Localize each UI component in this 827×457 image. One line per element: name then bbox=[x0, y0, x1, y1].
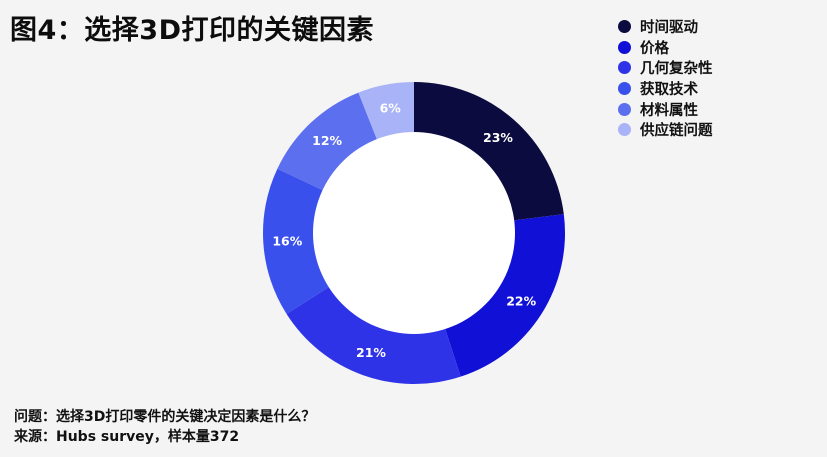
legend-label: 几何复杂性 bbox=[640, 61, 713, 78]
legend: 时间驱动价格几何复杂性获取技术材料属性供应链问题 bbox=[618, 16, 713, 140]
legend-label: 材料属性 bbox=[640, 102, 698, 119]
donut-hole bbox=[313, 132, 515, 334]
legend-label: 价格 bbox=[640, 40, 669, 57]
legend-swatch bbox=[618, 102, 631, 116]
legend-item: 供应链问题 bbox=[618, 119, 713, 140]
slice-labels: 23% 22% 21% 16% 12% 6% bbox=[272, 101, 536, 360]
legend-swatch bbox=[618, 123, 631, 137]
legend-item: 价格 bbox=[618, 37, 713, 58]
legend-label: 时间驱动 bbox=[640, 19, 698, 36]
legend-item: 几何复杂性 bbox=[618, 57, 713, 78]
legend-item: 时间驱动 bbox=[618, 16, 713, 37]
slice-label: 22% bbox=[506, 294, 536, 309]
legend-label: 获取技术 bbox=[640, 81, 698, 98]
data-source: 来源：Hubs survey，样本量372 bbox=[14, 429, 240, 445]
footer: 问题：选择3D打印零件的关键决定因素是什么？ 来源：Hubs survey，样本… bbox=[14, 407, 315, 447]
legend-item: 获取技术 bbox=[618, 78, 713, 99]
slice-label: 16% bbox=[272, 234, 302, 249]
slice-label: 21% bbox=[356, 345, 386, 360]
legend-item: 材料属性 bbox=[618, 99, 713, 120]
legend-label: 供应链问题 bbox=[640, 123, 713, 140]
legend-swatch bbox=[618, 81, 631, 95]
chart-title: 图4：选择3D打印的关键因素 bbox=[10, 15, 374, 46]
legend-swatch bbox=[618, 19, 631, 33]
survey-question: 问题：选择3D打印零件的关键决定因素是什么？ bbox=[14, 409, 316, 425]
legend-swatch bbox=[618, 61, 631, 75]
slice-label: 6% bbox=[380, 101, 402, 116]
legend-swatch bbox=[618, 40, 631, 54]
slice-label: 12% bbox=[312, 133, 342, 148]
slice-label: 23% bbox=[483, 130, 513, 145]
